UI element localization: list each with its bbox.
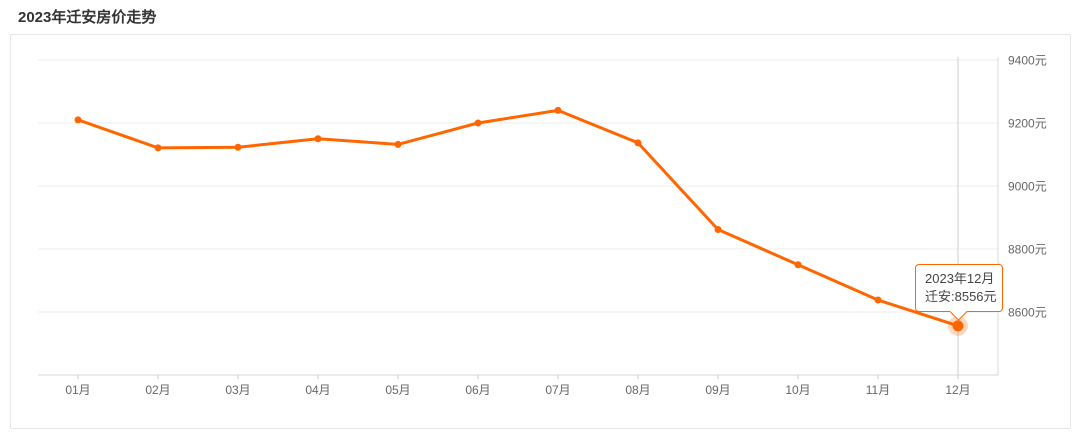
data-point[interactable] [634,139,642,147]
data-point[interactable] [234,143,242,151]
data-point[interactable] [554,106,562,114]
data-point[interactable] [74,116,82,124]
data-point[interactable] [794,261,802,269]
data-point[interactable] [394,140,402,148]
data-point[interactable] [314,135,322,143]
data-point[interactable] [474,119,482,127]
trend-chart-canvas[interactable] [11,35,1068,426]
data-point[interactable] [714,225,722,233]
tooltip: 2023年12月 迁安:8556元 [915,264,1003,321]
data-point-active[interactable] [952,320,964,332]
data-point[interactable] [874,296,882,304]
trend-line [76,108,960,328]
data-point[interactable] [154,144,162,152]
chart-card: 01月 02月 03月 04月 05月 06月 07月 08月 09月 10月 11月 12月 940… [10,34,1071,429]
page-title: 2023年迁安房价走势 [18,9,157,26]
tooltip-value: 迁安:8556元 [925,289,997,304]
tooltip-date: 2023年12月 [925,271,995,286]
